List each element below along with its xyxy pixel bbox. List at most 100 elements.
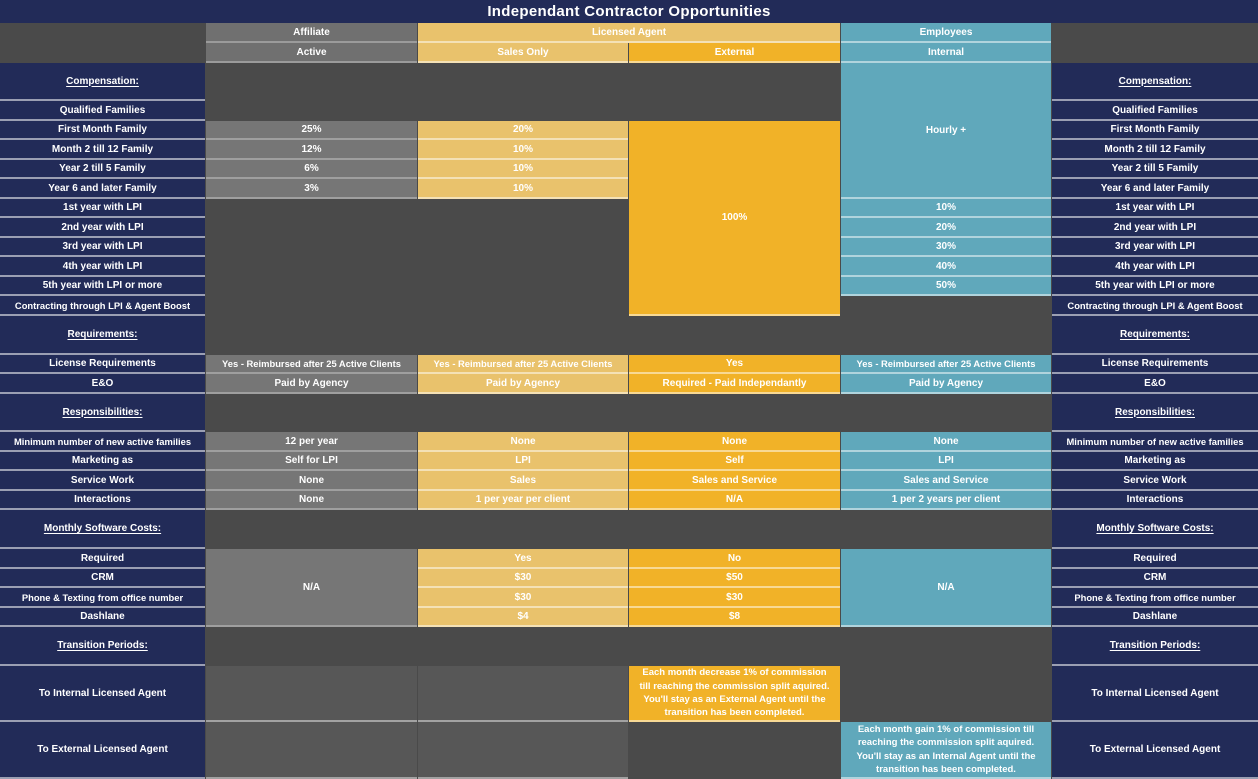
row-label-crm-left: CRM [0,569,205,588]
cell-min-families-affiliate: 12 per year [206,432,417,452]
row-label-qualified-families-left: Qualified Families [0,101,205,121]
cell-min-families-external: None [629,432,840,452]
cell-year-2-5-sales-only: 10% [418,160,628,179]
cell-year3-lpi-internal: 30% [841,238,1051,257]
cell-eo-external: Required - Paid Independantly [629,374,840,394]
cell-year-6-sales-only: 10% [418,179,628,199]
cell-eo-internal: Paid by Agency [841,374,1051,394]
section-responsibilities-left: Responsibilities: [0,394,205,432]
column-subheader-active: Active [206,43,417,63]
cell-marketing-internal: LPI [841,452,1051,471]
row-label-year-2-5-left: Year 2 till 5 Family [0,160,205,179]
cell-year2-lpi-internal: 20% [841,218,1051,238]
row-label-interactions-left: Interactions [0,491,205,510]
cell-service-affiliate: None [206,471,417,491]
cell-year-2-5-affiliate: 6% [206,160,417,179]
cell-min-families-internal: None [841,432,1051,452]
cell-license-internal: Yes - Reimbursed after 25 Active Clients [841,355,1051,374]
cell-to-external-sales-only-empty [418,722,628,779]
row-label-dashlane-right: Dashlane [1052,608,1258,627]
row-label-license-left: License Requirements [0,355,205,374]
cell-marketing-sales-only: LPI [418,452,628,471]
cell-month-2-12-sales-only: 10% [418,140,628,160]
cell-internal-hourly-plus: Hourly + [841,63,1051,199]
row-label-to-internal-left: To Internal Licensed Agent [0,666,205,722]
cell-interactions-affiliate: None [206,491,417,510]
row-label-year-2-5-right: Year 2 till 5 Family [1052,160,1258,179]
cell-license-sales-only: Yes - Reimbursed after 25 Active Clients [418,355,628,374]
row-label-marketing-left: Marketing as [0,452,205,471]
row-label-required-left: Required [0,549,205,569]
page-title: Independant Contractor Opportunities [0,0,1258,23]
row-label-year3-lpi-left: 3rd year with LPI [0,238,205,257]
cell-year-6-affiliate: 3% [206,179,417,199]
cell-internal-software-na: N/A [841,549,1051,627]
cell-first-month-affiliate: 25% [206,121,417,140]
cell-interactions-external: N/A [629,491,840,510]
row-label-service-right: Service Work [1052,471,1258,491]
cell-dashlane-sales-only: $4 [418,608,628,627]
column-subheader-external: External [629,43,840,63]
row-label-min-families-left: Minimum number of new active families [0,432,205,452]
cell-crm-sales-only: $30 [418,569,628,588]
column-subheader-sales-only: Sales Only [418,43,628,63]
row-label-to-external-right: To External Licensed Agent [1052,722,1258,779]
row-label-year2-lpi-left: 2nd year with LPI [0,218,205,238]
cell-to-external-affiliate-empty [206,722,417,779]
row-label-year1-lpi-left: 1st year with LPI [0,199,205,218]
row-label-phone-right: Phone & Texting from office number [1052,588,1258,608]
cell-to-internal-external-note: Each month decrease 1% of commission til… [629,666,840,722]
section-requirements-right: Requirements: [1052,316,1258,355]
cell-required-sales-only: Yes [418,549,628,569]
cell-eo-affiliate: Paid by Agency [206,374,417,394]
row-label-year4-lpi-right: 4th year with LPI [1052,257,1258,277]
cell-year4-lpi-internal: 40% [841,257,1051,277]
row-label-required-right: Required [1052,549,1258,569]
cell-service-sales-only: Sales [418,471,628,491]
row-label-year5-lpi-right: 5th year with LPI or more [1052,277,1258,296]
row-label-year2-lpi-right: 2nd year with LPI [1052,218,1258,238]
row-label-year-6-left: Year 6 and later Family [0,179,205,199]
cell-affiliate-software-na: N/A [206,549,417,627]
row-label-to-internal-right: To Internal Licensed Agent [1052,666,1258,722]
row-label-month-2-12-right: Month 2 till 12 Family [1052,140,1258,160]
row-label-eo-left: E&O [0,374,205,394]
row-label-year3-lpi-right: 3rd year with LPI [1052,238,1258,257]
row-label-crm-right: CRM [1052,569,1258,588]
cell-required-external: No [629,549,840,569]
row-label-month-2-12-left: Month 2 till 12 Family [0,140,205,160]
row-label-marketing-right: Marketing as [1052,452,1258,471]
row-label-license-right: License Requirements [1052,355,1258,374]
row-label-dashlane-left: Dashlane [0,608,205,627]
row-label-year4-lpi-left: 4th year with LPI [0,257,205,277]
column-header-employees: Employees [841,23,1051,43]
cell-license-affiliate: Yes - Reimbursed after 25 Active Clients [206,355,417,374]
row-label-year-6-right: Year 6 and later Family [1052,179,1258,199]
column-header-licensed-agent: Licensed Agent [418,23,840,43]
row-label-first-month-left: First Month Family [0,121,205,140]
cell-year1-lpi-internal: 10% [841,199,1051,218]
cell-external-commission-100: 100% [629,121,840,316]
cell-service-external: Sales and Service [629,471,840,491]
cell-crm-external: $50 [629,569,840,588]
section-compensation-right: Compensation: [1052,63,1258,101]
section-software-right: Monthly Software Costs: [1052,510,1258,549]
cell-first-month-sales-only: 20% [418,121,628,140]
row-label-min-families-right: Minimum number of new active families [1052,432,1258,452]
column-header-affiliate: Affiliate [206,23,417,43]
section-responsibilities-right: Responsibilities: [1052,394,1258,432]
row-label-interactions-right: Interactions [1052,491,1258,510]
cell-phone-sales-only: $30 [418,588,628,608]
cell-year5-lpi-internal: 50% [841,277,1051,296]
row-label-contracting-left: Contracting through LPI & Agent Boost [0,296,205,316]
cell-interactions-internal: 1 per 2 years per client [841,491,1051,510]
section-transition-left: Transition Periods: [0,627,205,666]
section-software-left: Monthly Software Costs: [0,510,205,549]
cell-service-internal: Sales and Service [841,471,1051,491]
row-label-phone-left: Phone & Texting from office number [0,588,205,608]
cell-to-internal-sales-only-empty [418,666,628,722]
cell-license-external: Yes [629,355,840,374]
row-label-first-month-right: First Month Family [1052,121,1258,140]
row-label-service-left: Service Work [0,471,205,491]
